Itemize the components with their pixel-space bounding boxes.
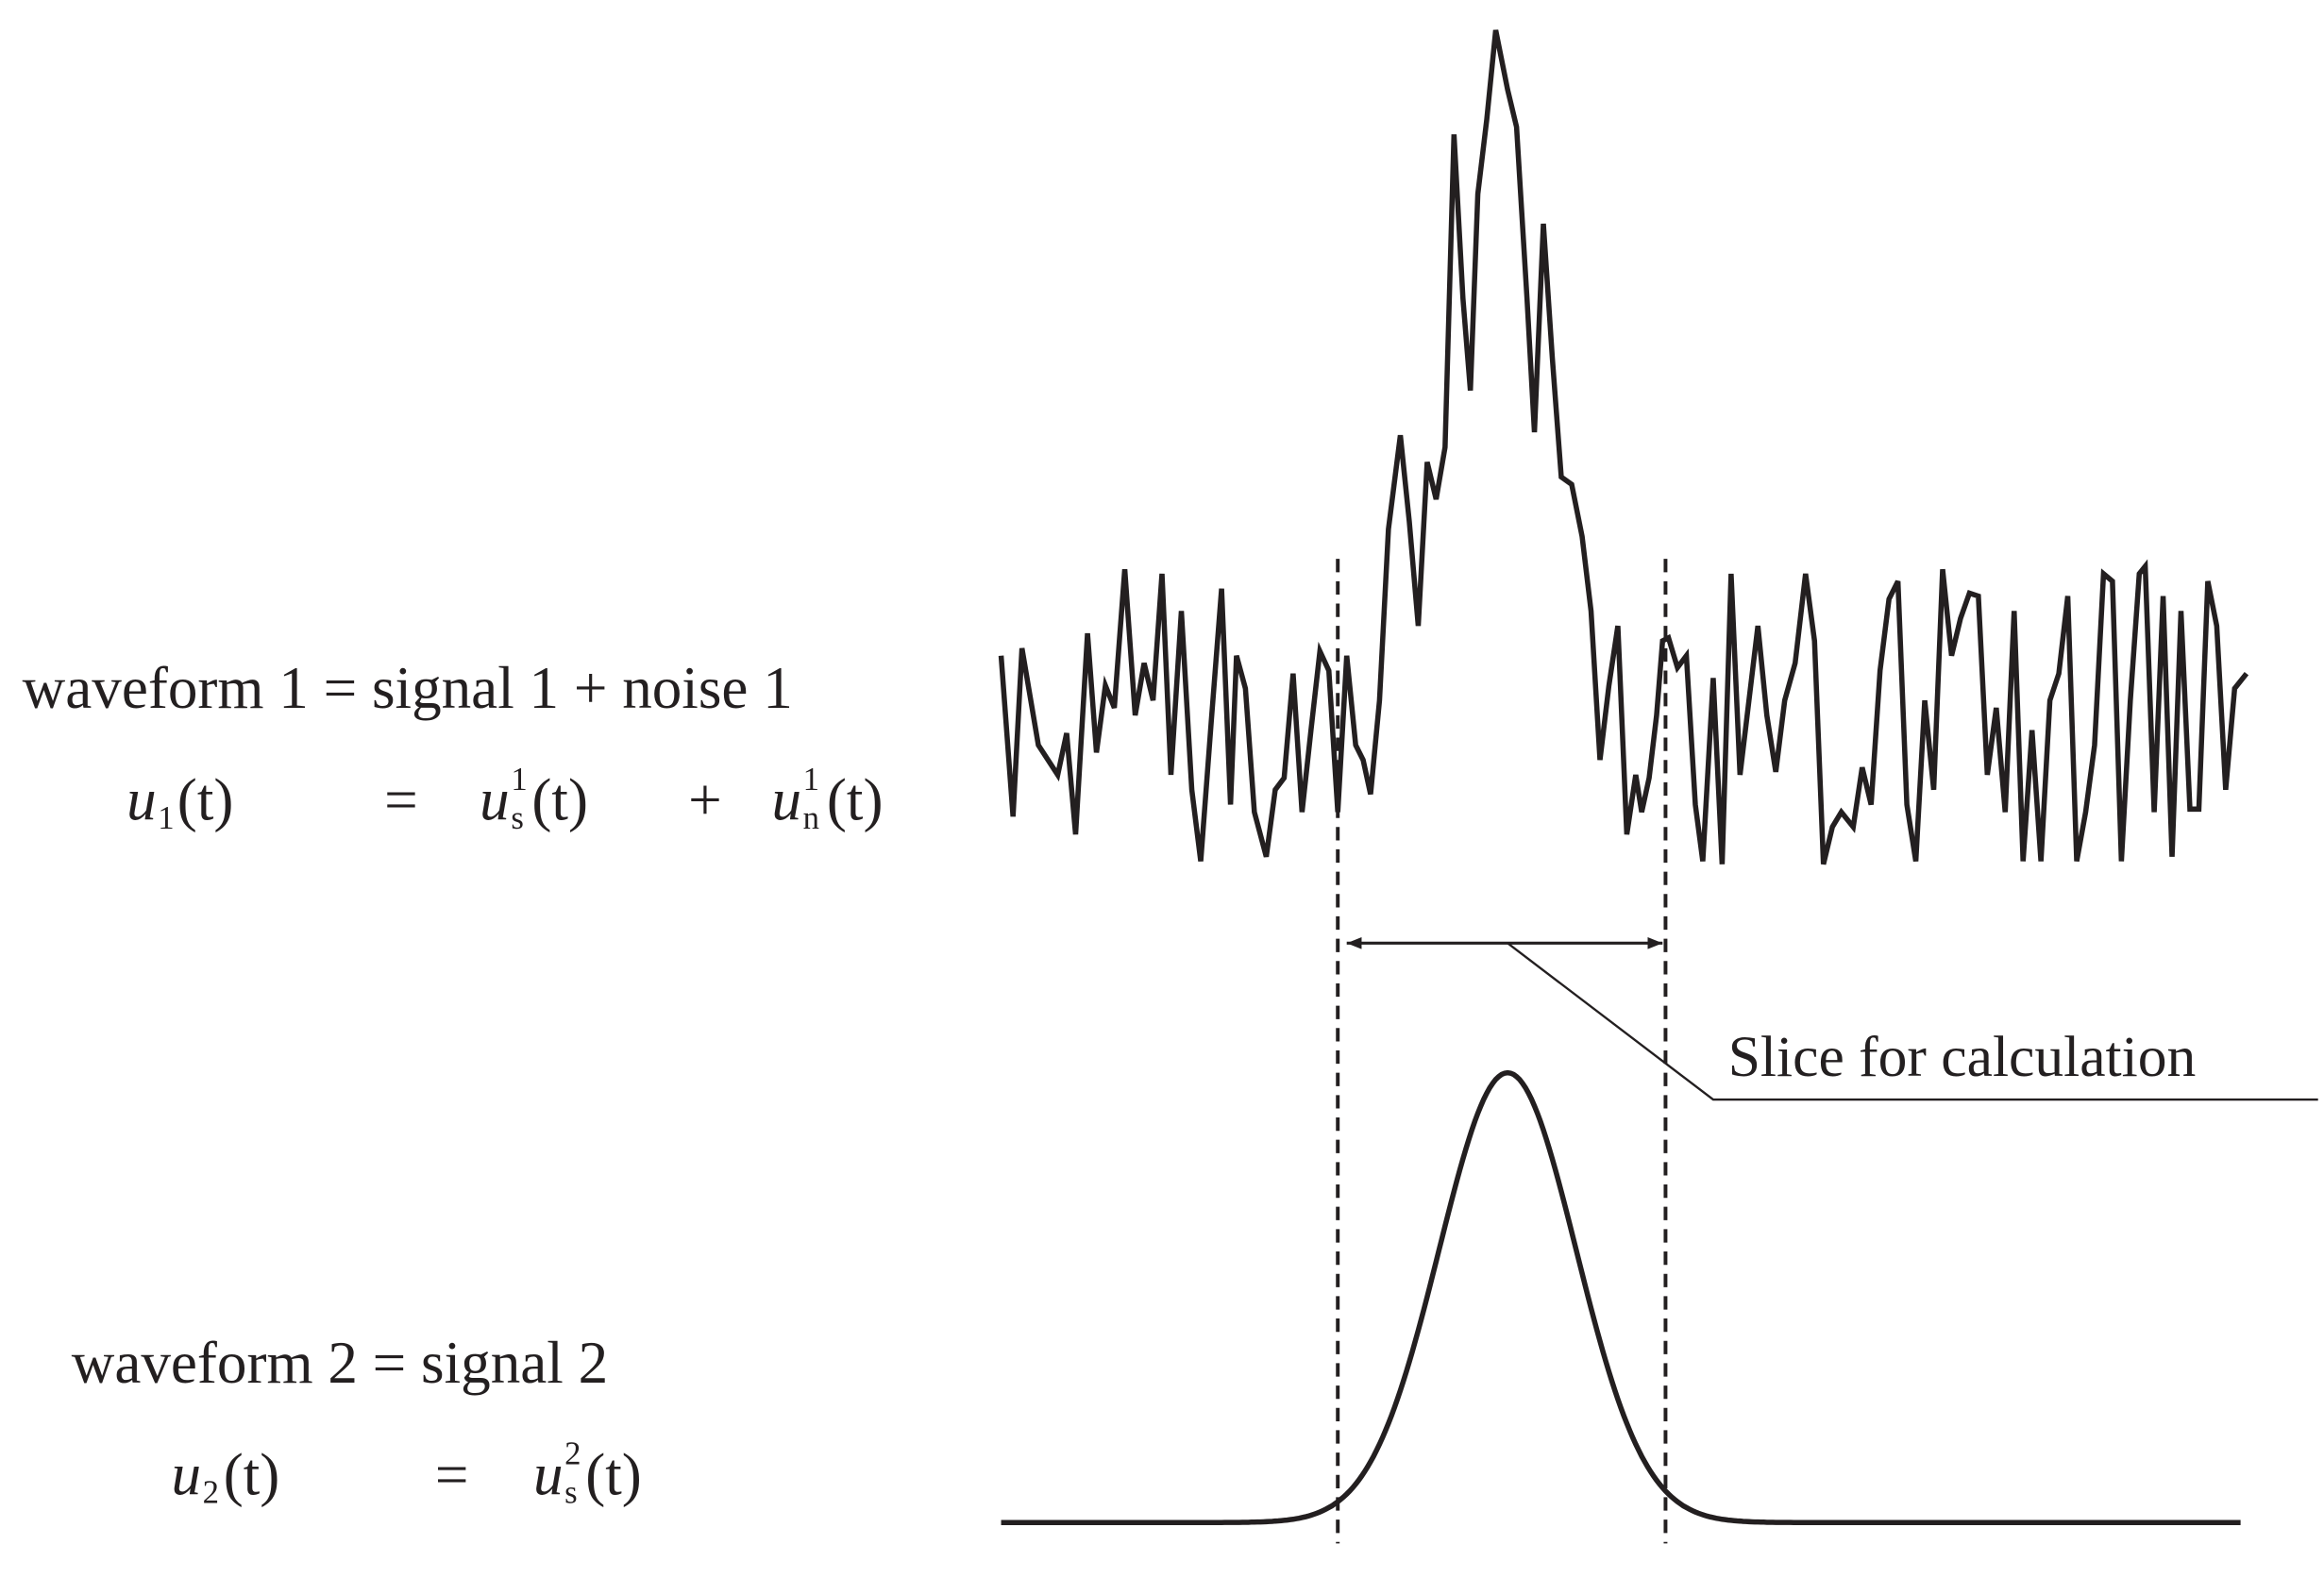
symbol: u: [480, 766, 510, 832]
plus: +: [688, 766, 722, 832]
argument: (t): [177, 766, 234, 832]
symbol: u: [171, 1441, 201, 1507]
leader-line: [1507, 942, 2318, 1101]
waveform-label: waveform 1 = signal 1 + noise 1: [23, 655, 793, 721]
equals: =: [384, 766, 418, 832]
symbol: u: [772, 766, 802, 832]
subscript: 2: [203, 1474, 219, 1511]
argument: (t): [585, 1441, 642, 1507]
signal-waveform: [1001, 1069, 2241, 1526]
superscript: 1: [511, 761, 527, 797]
subscript: s: [564, 1474, 578, 1511]
argument: (t): [531, 766, 588, 832]
argument: (t): [224, 1441, 280, 1507]
subscript: n: [803, 799, 819, 836]
argument: (t): [827, 766, 884, 832]
symbol: u: [126, 766, 157, 832]
symbol: u: [533, 1441, 564, 1507]
waveform-label: waveform 2 = signal 2: [72, 1330, 608, 1396]
superscript: 1: [803, 761, 819, 797]
noisy-waveform: [998, 29, 2249, 865]
subscript: s: [511, 799, 524, 836]
equals: =: [435, 1441, 469, 1507]
superscript: 2: [564, 1435, 581, 1472]
annotation: Slice for calculation: [1728, 1025, 2197, 1089]
subscript: 1: [158, 799, 174, 836]
